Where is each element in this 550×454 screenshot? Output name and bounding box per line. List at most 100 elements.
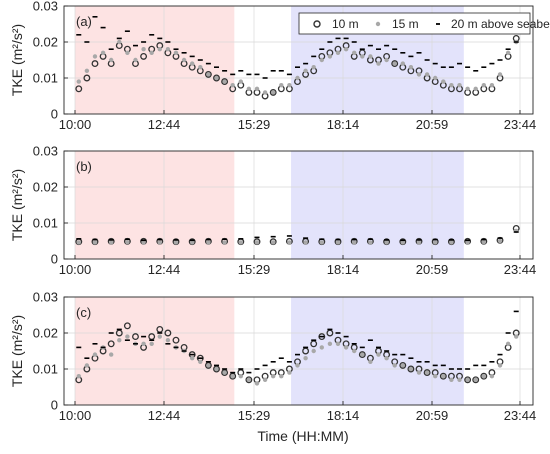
- shaded-region-blue: [291, 297, 464, 405]
- data-point-15m: [376, 61, 381, 66]
- data-point-10m: [229, 372, 237, 380]
- data-point-15m: [311, 348, 316, 354]
- data-point-10m: [391, 60, 399, 68]
- data-point-10m: [423, 369, 431, 377]
- data-point-15m: [230, 374, 235, 379]
- data-point-15m: [84, 363, 90, 368]
- data-point-15m: [189, 61, 195, 66]
- data-point-15m: [473, 86, 478, 92]
- data-point-15m: [189, 356, 195, 361]
- series-20-m: [76, 231, 519, 242]
- data-point-15m: [481, 83, 487, 88]
- data-point-15m: [481, 374, 487, 379]
- data-point-15m: [433, 374, 438, 379]
- series-15-m: [76, 39, 519, 95]
- data-point-15m: [352, 50, 357, 55]
- data-point-15m: [108, 240, 114, 245]
- data-point-15m: [133, 57, 138, 63]
- data-point-15m: [108, 57, 114, 63]
- data-point-15m: [481, 239, 487, 245]
- data-point-15m: [505, 50, 511, 55]
- data-point-10m: [204, 70, 212, 78]
- data-point-15m: [206, 363, 211, 368]
- data-point-15m: [287, 240, 292, 245]
- data-point-15m: [254, 240, 260, 245]
- data-point-10m: [123, 322, 131, 330]
- panel-c: 0 0.01 0.02 0.03 10:00 12:44 15:29 18:14 20:59 23…: [9, 290, 536, 424]
- data-point-15m: [465, 377, 470, 382]
- data-point-15m: [408, 366, 414, 372]
- data-point-10m: [204, 361, 212, 369]
- data-point-15m: [352, 348, 357, 354]
- data-point-15m: [433, 75, 438, 81]
- data-point-15m: [84, 68, 90, 74]
- data-point-10m: [358, 351, 366, 359]
- data-point-15m: [433, 240, 438, 245]
- data-point-15m: [327, 341, 333, 346]
- data-point-15m: [311, 65, 316, 70]
- data-point-10m: [472, 376, 480, 384]
- data-point-15m: [117, 39, 122, 45]
- data-point-15m: [465, 86, 470, 92]
- data-point-15m: [222, 370, 227, 375]
- y-tick-label: 0.02: [33, 180, 58, 195]
- panel-label: (c): [76, 305, 91, 320]
- x-tick-label: 12:44: [148, 262, 181, 277]
- x-tick-label: 18:14: [327, 117, 360, 132]
- data-point-10m: [221, 78, 229, 86]
- legend-box: [298, 12, 531, 35]
- x-tick-label: 12:44: [148, 408, 181, 423]
- data-point-10m: [172, 336, 180, 344]
- data-point-15m: [424, 370, 430, 375]
- data-point-15m: [295, 363, 300, 368]
- data-point-15m: [125, 239, 130, 245]
- x-tick-label: 23:44: [504, 408, 537, 423]
- series-20-m: [76, 310, 519, 374]
- data-point-15m: [270, 240, 276, 245]
- data-point-15m: [360, 54, 365, 59]
- data-point-10m: [399, 361, 407, 369]
- data-point-15m: [384, 240, 389, 245]
- data-point-15m: [327, 54, 333, 59]
- axes-frame: [63, 296, 534, 406]
- y-tick-label: 0.01: [33, 71, 58, 86]
- data-point-15m: [149, 341, 154, 346]
- data-point-15m: [368, 54, 373, 59]
- data-point-15m: [198, 359, 203, 364]
- data-point-15m: [400, 61, 406, 66]
- data-point-10m: [269, 88, 277, 96]
- y-tick-label: 0: [51, 107, 58, 122]
- x-axis-label: Time (HH:MM): [257, 428, 348, 444]
- data-point-15m: [408, 65, 414, 70]
- data-point-15m: [206, 72, 211, 77]
- data-point-15m: [222, 240, 227, 245]
- x-tick-label: 15:29: [238, 117, 271, 132]
- data-point-15m: [343, 345, 349, 350]
- series-15-m: [76, 334, 519, 386]
- data-point-15m: [76, 374, 81, 379]
- legend-marker-10m: [313, 20, 321, 28]
- x-tick-label: 20:59: [416, 408, 449, 423]
- data-point-15m: [441, 79, 446, 84]
- data-point-10m: [245, 376, 253, 384]
- panel-b: 0 0.01 0.02 0.03 10:00 12:44 15:29 18:14 20:59 23…: [9, 144, 536, 278]
- y-tick-label: 0.03: [33, 0, 58, 14]
- data-point-15m: [343, 47, 349, 52]
- y-axis-label: TKE (m²/s²): [9, 315, 25, 387]
- data-point-15m: [246, 377, 252, 382]
- x-tick-label: 18:14: [327, 262, 360, 277]
- data-point-10m: [407, 365, 415, 373]
- data-point-15m: [497, 72, 503, 77]
- data-point-15m: [141, 47, 146, 52]
- y-tick-label: 0.01: [33, 216, 58, 231]
- x-tick-label: 20:59: [416, 117, 449, 132]
- data-point-15m: [457, 377, 462, 382]
- data-point-10m: [83, 74, 91, 82]
- x-tick-label: 15:29: [238, 262, 271, 277]
- x-tick-label: 10:00: [59, 117, 92, 132]
- legend-label-15m: 15 m: [392, 17, 419, 31]
- data-point-10m: [480, 372, 488, 380]
- y-tick-label: 0.03: [33, 144, 58, 159]
- data-point-15m: [149, 50, 154, 55]
